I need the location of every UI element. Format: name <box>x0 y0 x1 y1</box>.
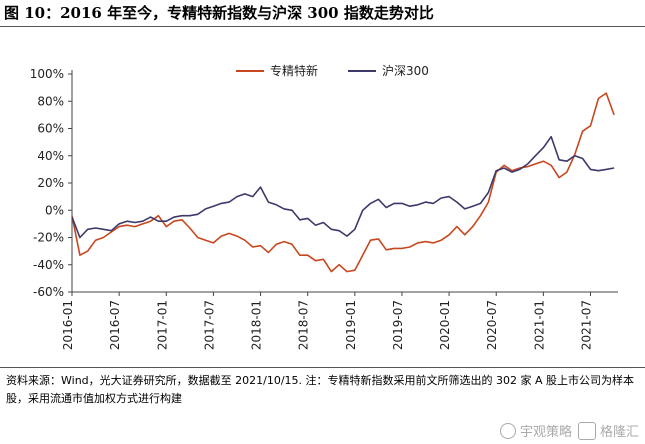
line-chart: 100% 80% 60% 40% 20% 0% -20% -40% -60%2016-01 201… <box>30 63 618 350</box>
chart-series <box>71 92 615 273</box>
y-tick-label: 60% <box>37 122 64 136</box>
x-tick-label: 2020-01 <box>438 300 452 350</box>
y-tick-label: 100% <box>30 67 64 81</box>
x-tick-label: 2016-07 <box>108 300 122 350</box>
x-tick-label: 2016-01 <box>61 300 75 350</box>
legend-label-1: 专精特新 <box>270 63 318 78</box>
x-tick-label: 2020-07 <box>485 300 499 350</box>
y-tick-label: 80% <box>37 94 64 108</box>
series-line-2 <box>71 135 615 239</box>
title-divider <box>0 26 645 27</box>
source-note: 资料来源：Wind，光大证券研究所，数据截至 2021/10/15. 注：专精特… <box>6 374 635 405</box>
y-tick-label: -40% <box>33 258 64 272</box>
figure-title: 图 10：2016 年至今，专精特新指数与沪深 300 指数走势对比 <box>4 4 434 22</box>
y-tick-label: 0% <box>45 203 64 217</box>
x-tick-label: 2017-07 <box>202 300 216 350</box>
wechat-icon <box>499 422 516 439</box>
watermark-text-2: 格隆汇 <box>599 425 639 440</box>
x-tick-label: 2019-07 <box>391 300 405 350</box>
y-tick-label: 20% <box>37 176 64 190</box>
gelonghui-logo-icon <box>577 421 596 440</box>
y-tick-label: 40% <box>37 149 64 163</box>
y-tick-label: -20% <box>33 231 64 245</box>
x-tick-label: 2018-07 <box>297 300 311 350</box>
y-tick-label: -60% <box>33 285 64 299</box>
x-tick-label: 2017-01 <box>155 300 169 350</box>
chart-axes: 100% 80% 60% 40% 20% 0% -20% -40% -60%2016-01 201… <box>30 67 618 350</box>
source-divider <box>0 367 645 368</box>
chart-legend: 专精特新 沪深300 <box>236 63 429 78</box>
series-line-1 <box>71 92 615 273</box>
legend-label-2: 沪深300 <box>382 64 429 78</box>
watermark: 宇观策略 格隆汇 <box>499 421 639 440</box>
x-tick-label: 2019-01 <box>344 300 358 350</box>
x-tick-label: 2021-07 <box>580 300 594 350</box>
x-tick-label: 2018-01 <box>250 300 264 350</box>
watermark-text: 宇观策略 <box>519 425 572 440</box>
x-tick-label: 2021-01 <box>532 300 546 350</box>
